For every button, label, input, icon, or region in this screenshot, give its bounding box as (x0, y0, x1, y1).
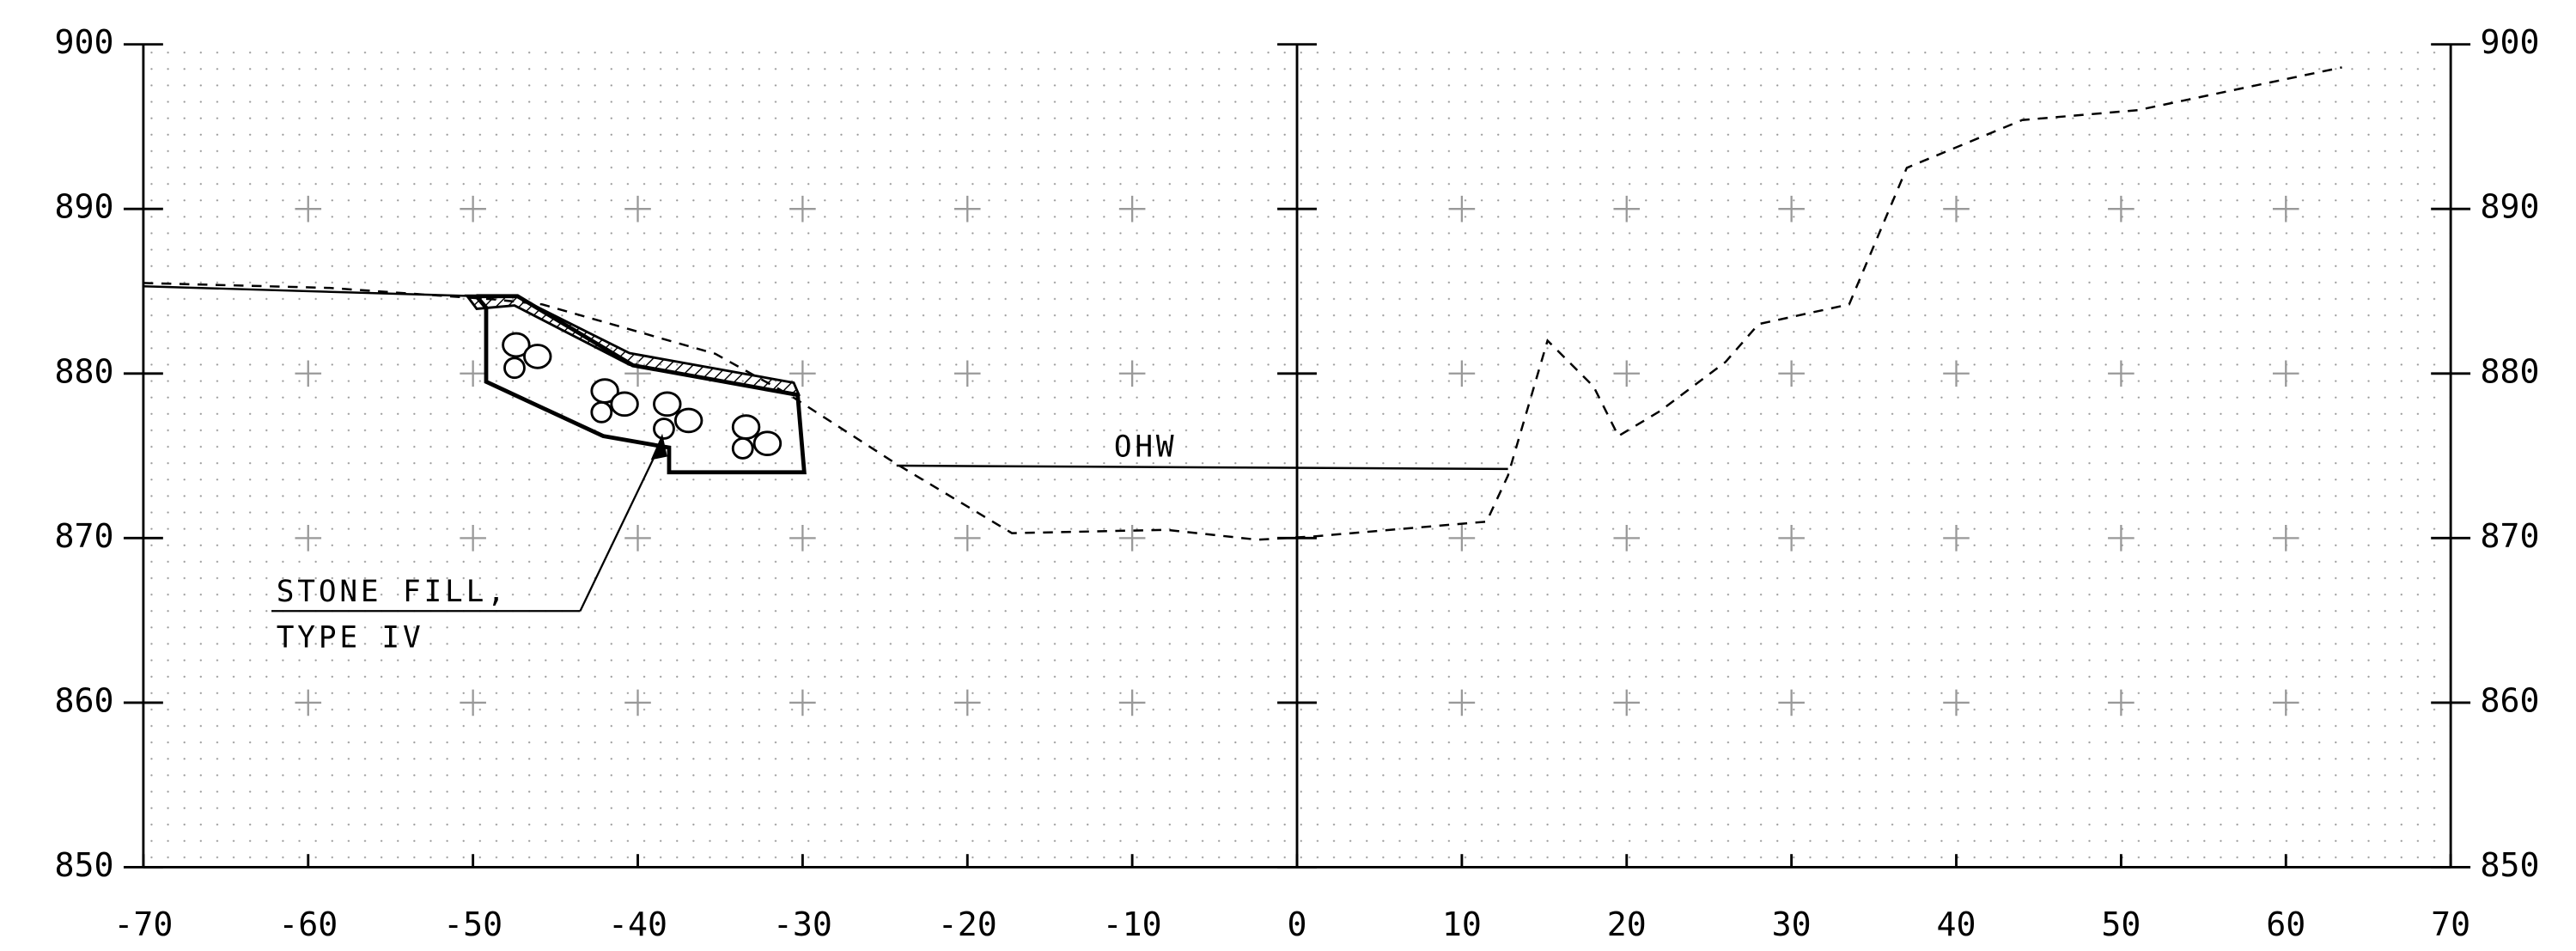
annotation: OHW (1114, 430, 1178, 465)
grid-cross (2108, 195, 2134, 223)
x-tick-label: 10 (1442, 906, 1482, 944)
x-tick-label: 40 (1936, 906, 1976, 944)
y-tick-label: 850 (54, 847, 113, 885)
profile-line (896, 464, 1508, 471)
grid-cross (1943, 195, 1970, 223)
grid-cross (624, 195, 651, 223)
grid-cross (1778, 689, 1805, 716)
x-tick-label: 70 (2431, 906, 2470, 944)
leader (271, 439, 664, 613)
annotation: TYPE IV (277, 620, 424, 655)
grid-cross (953, 689, 981, 716)
y2-tick-label: 880 (2481, 353, 2540, 391)
y-tick-label: 890 (54, 189, 113, 227)
x-tick-label: -40 (608, 906, 667, 944)
grid-cross (2272, 689, 2299, 716)
x-tick-label: -50 (443, 906, 502, 944)
x-tick-label: -70 (113, 906, 173, 944)
y2-tick-label: 850 (2481, 847, 2540, 885)
grid-cross (295, 360, 322, 387)
grid-cross (295, 525, 322, 552)
grid-cross (953, 195, 981, 223)
x-tick-label: -30 (773, 906, 832, 944)
grid-cross (460, 360, 486, 387)
grid-cross (460, 195, 486, 223)
profile-line (143, 284, 477, 297)
grid-cross (1118, 195, 1146, 223)
grid-cross (2272, 195, 2299, 223)
grid-cross (624, 525, 651, 552)
grid-cross (460, 525, 486, 552)
grid-cross (1778, 360, 1805, 387)
y2-tick-label: 890 (2481, 189, 2540, 227)
grid-cross (1448, 525, 1476, 552)
grid-cross (460, 689, 486, 716)
y2-tick-label: 870 (2481, 518, 2540, 556)
grid-cross (1118, 360, 1146, 387)
grid-cross (1118, 525, 1146, 552)
grid-cross (295, 689, 322, 716)
x-tick-label: 30 (1772, 906, 1812, 944)
x-tick-label: -20 (938, 906, 997, 944)
grid-cross (2272, 360, 2299, 387)
grid-cross (1118, 689, 1146, 716)
profile-line (474, 294, 807, 475)
grid-cross (1778, 525, 1805, 552)
grid-cross (1943, 360, 1970, 387)
grid-cross (1613, 689, 1641, 716)
grid-cross (624, 689, 651, 716)
grid-cross (1613, 360, 1641, 387)
grid-cross (789, 195, 816, 223)
y-tick-label: 860 (54, 682, 113, 720)
grid-cross (953, 360, 981, 387)
x-tick-label: -10 (1103, 906, 1162, 944)
grid-cross (789, 525, 816, 552)
grid-cross (1943, 525, 1970, 552)
grid-cross (1448, 195, 1476, 223)
y2-tick-label: 900 (2481, 24, 2540, 62)
y-tick-label: 900 (54, 24, 113, 62)
x-tick-label: -60 (278, 906, 338, 944)
grid-cross (295, 195, 322, 223)
x-tick-label: 0 (1288, 906, 1307, 944)
grid-cross (789, 360, 816, 387)
y-tick-label: 880 (54, 353, 113, 391)
x-tick-label: 60 (2266, 906, 2305, 944)
grid-cross (2272, 525, 2299, 552)
grid-cross (1448, 360, 1476, 387)
grid-cross (2108, 689, 2134, 716)
stones (502, 332, 783, 460)
x-tick-label: 20 (1607, 906, 1647, 944)
profile-line (143, 66, 2342, 541)
grid-cross (1613, 195, 1641, 223)
grid-cross (2108, 525, 2134, 552)
y2-tick-label: 860 (2481, 682, 2540, 720)
x-tick-label: 50 (2101, 906, 2141, 944)
grid-cross (1613, 525, 1641, 552)
grid-cross (1778, 195, 1805, 223)
grid-cross (789, 689, 816, 716)
grid-cross (2108, 360, 2134, 387)
y-tick-label: 870 (54, 518, 113, 556)
grid-cross (953, 525, 981, 552)
grid-cross (1943, 689, 1970, 716)
grid-cross (1448, 689, 1476, 716)
annotation: STONE FILL, (277, 575, 509, 609)
